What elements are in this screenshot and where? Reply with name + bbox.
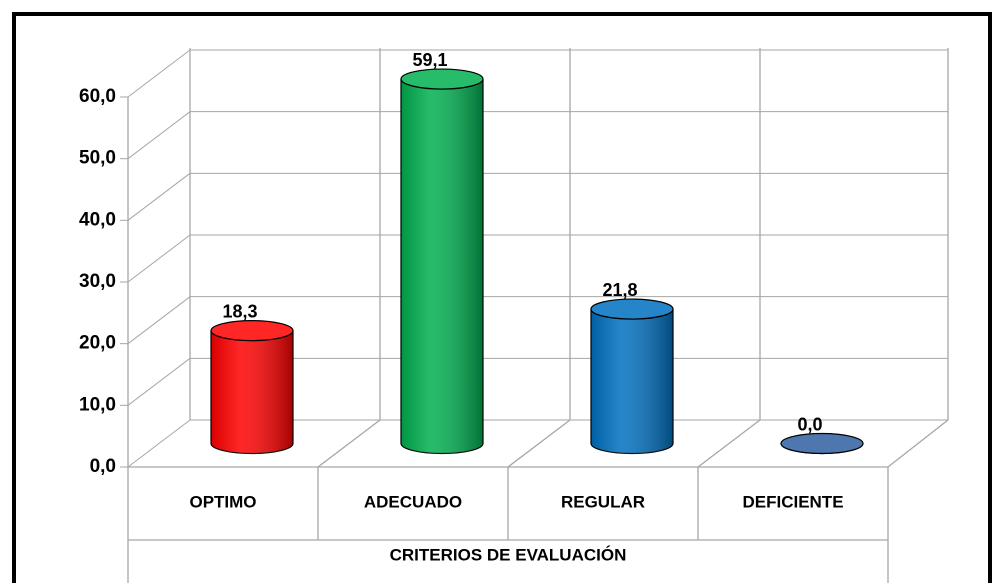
bar-top — [590, 298, 674, 320]
x-axis-title: CRITERIOS DE EVALUACIÓN — [390, 545, 627, 564]
grid-diagonal — [127, 234, 191, 283]
grid-diagonal — [127, 49, 191, 98]
bar-shade — [401, 79, 483, 454]
y-tick-label: 10,0 — [79, 394, 116, 415]
y-tick-label: 20,0 — [79, 333, 116, 354]
y-tick-label: 60,0 — [79, 86, 116, 107]
y-tick-label: 0,0 — [90, 456, 116, 477]
bar-top — [780, 432, 864, 455]
y-tick-label: 30,0 — [79, 271, 116, 292]
bar-top — [210, 320, 294, 342]
value-label: 18,3 — [222, 301, 257, 321]
grid-diagonal — [127, 296, 191, 345]
x-tick-label: OPTIMO — [189, 492, 256, 511]
x-tick-label: DEFICIENTE — [742, 492, 843, 511]
grid-diagonal — [127, 172, 191, 221]
grid-diagonal — [127, 419, 191, 468]
x-tick-label: REGULAR — [561, 492, 645, 511]
bar-shade — [211, 330, 293, 454]
y-tick-label: 50,0 — [79, 148, 116, 169]
y-tick-label: 40,0 — [79, 209, 116, 230]
value-label: 21,8 — [602, 280, 637, 300]
value-label: 0,0 — [797, 414, 822, 434]
x-tick-label: ADECUADO — [364, 492, 462, 511]
bar-top — [400, 68, 484, 90]
bar-shade — [591, 309, 673, 454]
frame — [12, 12, 992, 583]
grid-diagonal — [127, 357, 191, 406]
value-label: 59,1 — [412, 50, 447, 70]
grid-diagonal — [127, 111, 191, 160]
